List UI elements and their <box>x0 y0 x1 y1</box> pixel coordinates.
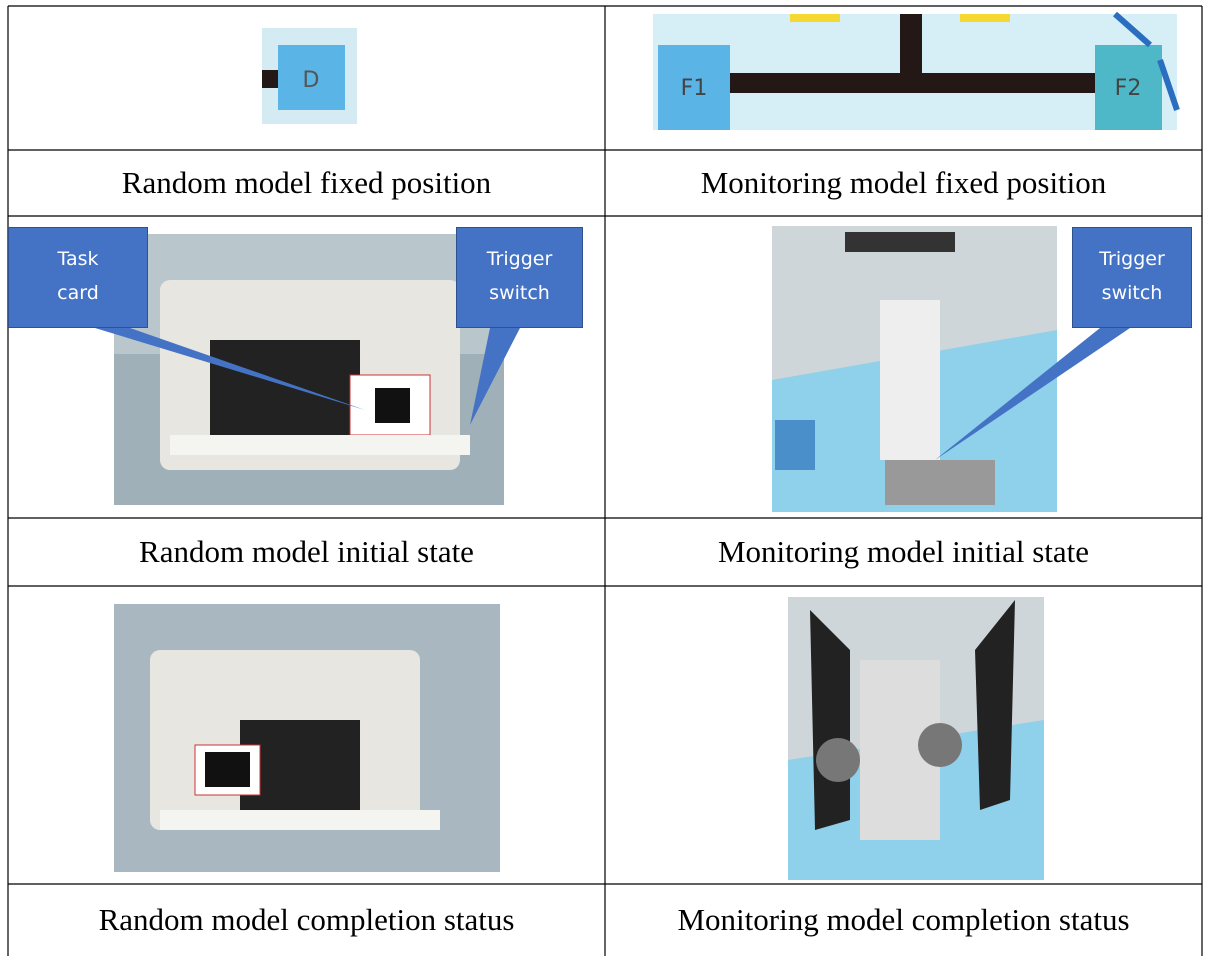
map-label: F2 <box>1115 76 1142 101</box>
caption: Random model fixed position <box>121 165 492 200</box>
callout: Trigger switch <box>1072 227 1192 328</box>
table-border <box>7 5 1203 956</box>
callout: Trigger switch <box>456 227 583 328</box>
caption: Random model completion status <box>98 902 515 937</box>
callout-text: Trigger switch <box>486 248 553 304</box>
caption: Monitoring model fixed position <box>700 165 1107 200</box>
callout: Task card <box>8 227 148 328</box>
photo <box>772 226 1057 512</box>
callout-text: Task card <box>57 248 99 304</box>
map-label: D <box>303 68 320 93</box>
caption: Random model initial state <box>139 534 474 569</box>
map-label: F1 <box>681 76 708 101</box>
callout-text: Trigger switch <box>1099 248 1165 304</box>
photo <box>788 597 1044 880</box>
photo <box>114 234 504 505</box>
photo <box>114 604 500 872</box>
caption: Monitoring model initial state <box>717 534 1090 569</box>
caption: Monitoring model completion status <box>677 902 1130 937</box>
